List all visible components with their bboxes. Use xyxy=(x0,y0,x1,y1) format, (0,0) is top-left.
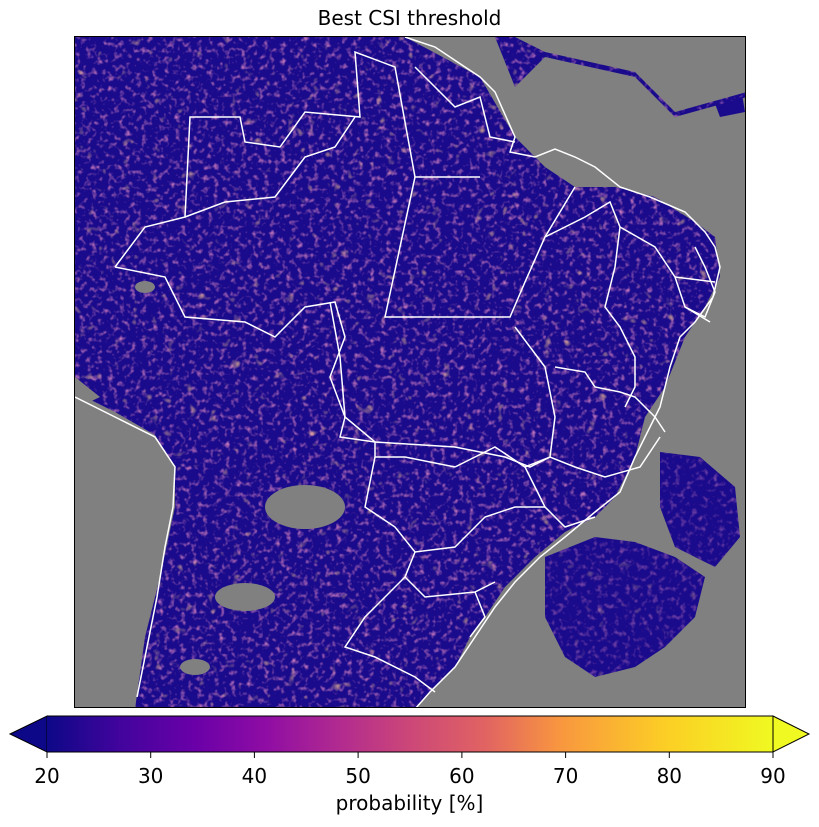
central-boundary xyxy=(329,301,556,468)
colorbar-extend-high xyxy=(772,715,811,753)
data-field xyxy=(75,37,745,707)
northern-borders xyxy=(184,116,356,218)
andes-border xyxy=(75,396,176,698)
colorbar-tick-label: 50 xyxy=(345,764,371,788)
south-boundary xyxy=(364,456,545,553)
map-svg xyxy=(75,37,745,707)
colorbar-tick-label: 40 xyxy=(241,764,268,788)
northeast-boundary xyxy=(544,200,636,408)
colorbar-extend-low xyxy=(8,715,48,753)
colorbar xyxy=(8,715,811,758)
country-borders xyxy=(75,37,721,707)
mg-boundary xyxy=(454,436,661,478)
colorbar-tick-label: 60 xyxy=(449,764,475,788)
colorbar-gradient-high xyxy=(557,716,773,752)
colorbar-tick-label: 90 xyxy=(760,764,786,788)
colorbar-tick-label: 70 xyxy=(552,764,579,788)
colorbar-tick-label: 80 xyxy=(656,764,683,788)
brazil-west-border xyxy=(114,266,456,468)
chart-title: Best CSI threshold xyxy=(317,6,502,30)
colorbar-tick-label: 20 xyxy=(34,764,60,788)
map-panel xyxy=(74,36,746,708)
colorbar-tick-label: 30 xyxy=(137,764,164,788)
para-boundary xyxy=(384,176,576,318)
colorbar-label: probability [%] xyxy=(335,791,484,815)
bahia-boundary xyxy=(554,366,666,433)
colorbar-gradient-low xyxy=(47,716,558,752)
